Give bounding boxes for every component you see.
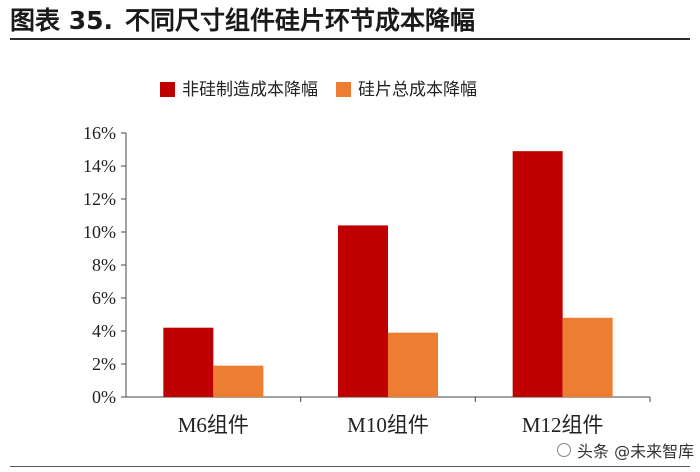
- bar: [388, 332, 438, 397]
- bottom-rule: [10, 466, 690, 467]
- x-tick-label: M12组件: [522, 413, 604, 437]
- legend-label: 非硅制造成本降幅: [182, 80, 318, 100]
- y-tick-label: 16%: [83, 123, 116, 143]
- x-tick-label: M10组件: [347, 413, 429, 437]
- y-tick-label: 10%: [83, 222, 116, 242]
- legend-swatch: [336, 82, 351, 97]
- y-tick-label: 12%: [83, 189, 116, 209]
- legend-label: 硅片总成本降幅: [358, 80, 477, 100]
- y-tick-label: 14%: [83, 156, 116, 176]
- bar: [163, 327, 214, 397]
- watermark: 头条 @未来智库: [555, 436, 694, 464]
- figure-label: 图表 35.: [10, 6, 113, 35]
- figure-title-text: 不同尺寸组件硅片环节成本降幅: [125, 6, 476, 35]
- y-tick-label: 2%: [92, 354, 116, 374]
- y-tick-label: 8%: [92, 255, 116, 275]
- bar: [562, 317, 613, 397]
- watermark-icon: [557, 443, 571, 457]
- bar: [512, 151, 563, 397]
- bar: [213, 365, 264, 397]
- figure-title: 图表 35. 不同尺寸组件硅片环节成本降幅: [10, 6, 690, 40]
- y-tick-label: 4%: [92, 321, 116, 341]
- watermark-text: 头条 @未来智库: [577, 442, 695, 461]
- legend-swatch: [160, 82, 175, 97]
- y-tick-label: 0%: [92, 387, 116, 407]
- bar: [338, 225, 388, 397]
- y-tick-label: 6%: [92, 288, 116, 308]
- x-tick-label: M6组件: [178, 413, 249, 437]
